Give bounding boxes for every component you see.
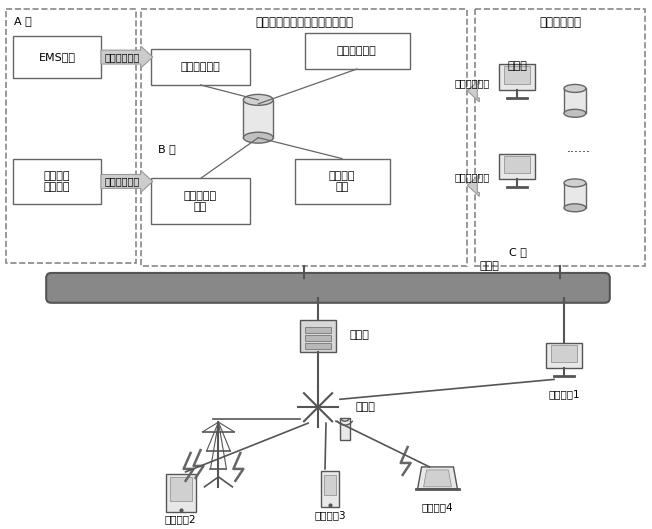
Ellipse shape <box>243 94 273 105</box>
Bar <box>305 343 331 349</box>
Bar <box>504 66 530 84</box>
Ellipse shape <box>564 85 586 93</box>
Polygon shape <box>418 467 458 489</box>
Text: 互联网: 互联网 <box>356 402 376 412</box>
Text: 数据库: 数据库 <box>507 61 527 71</box>
Bar <box>166 474 196 512</box>
Text: 继电保护
信息系统: 继电保护 信息系统 <box>44 171 70 192</box>
Text: 雷电定位数据: 雷电定位数据 <box>454 78 490 88</box>
Text: A 区: A 区 <box>14 16 32 26</box>
FancyBboxPatch shape <box>46 273 610 303</box>
Polygon shape <box>424 470 451 487</box>
Ellipse shape <box>243 132 273 143</box>
Text: 输电线路雷击故障智能分析系统: 输电线路雷击故障智能分析系统 <box>255 16 353 29</box>
FancyArrow shape <box>101 170 153 193</box>
Bar <box>151 178 250 224</box>
Bar <box>564 183 586 208</box>
Ellipse shape <box>564 204 586 212</box>
Text: 贯闭线路信息: 贯闭线路信息 <box>104 52 140 62</box>
Text: 智能分析单元: 智能分析单元 <box>337 46 377 56</box>
Text: ......: ...... <box>567 142 591 155</box>
Bar <box>324 475 336 495</box>
Bar <box>300 320 336 352</box>
Text: C 区: C 区 <box>509 247 527 257</box>
FancyArrow shape <box>101 46 153 68</box>
Ellipse shape <box>564 110 586 117</box>
Bar <box>13 159 101 204</box>
Bar <box>151 49 250 85</box>
Bar <box>305 33 409 69</box>
Bar <box>295 159 390 204</box>
Bar <box>13 36 101 78</box>
Bar <box>546 343 582 369</box>
Bar <box>305 327 331 333</box>
Bar <box>499 153 535 179</box>
Bar <box>321 471 339 507</box>
Bar <box>475 10 645 266</box>
Text: 防火墙: 防火墙 <box>350 330 370 340</box>
Bar <box>564 88 586 113</box>
Bar <box>170 477 192 501</box>
Text: 数据库服务
单元: 数据库服务 单元 <box>184 190 217 212</box>
Ellipse shape <box>564 179 586 187</box>
FancyArrow shape <box>467 80 479 102</box>
Text: 雷电定位中心: 雷电定位中心 <box>539 16 581 29</box>
Text: 终端用户2: 终端用户2 <box>165 515 196 525</box>
Bar <box>141 10 467 266</box>
Bar <box>305 335 331 341</box>
Text: B 区: B 区 <box>158 143 175 153</box>
Text: 终端用户1: 终端用户1 <box>548 389 580 399</box>
Bar <box>243 100 273 138</box>
Text: 前置采集单元: 前置采集单元 <box>181 62 220 72</box>
Bar <box>7 10 136 263</box>
Text: 终端用户4: 终端用户4 <box>422 501 453 512</box>
Text: 局域网: 局域网 <box>479 261 499 271</box>
Text: 线路杆塔数据: 线路杆塔数据 <box>454 172 490 183</box>
FancyArrow shape <box>467 175 479 196</box>
Text: EMS系统: EMS系统 <box>38 52 76 62</box>
Bar <box>499 64 535 90</box>
Bar <box>504 156 530 174</box>
Text: 故障测距信息: 故障测距信息 <box>104 177 140 186</box>
Text: 终端用户3: 终端用户3 <box>314 509 346 519</box>
Bar <box>551 344 577 362</box>
Text: 应用展示
单元: 应用展示 单元 <box>329 171 355 192</box>
Bar <box>340 418 350 440</box>
